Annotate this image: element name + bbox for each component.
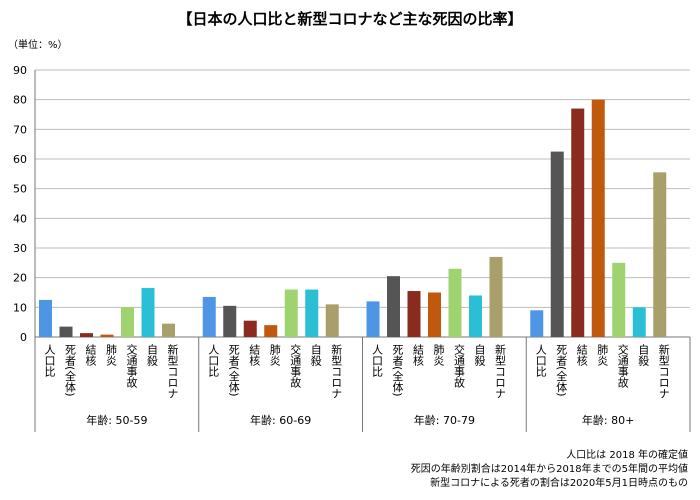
y-tick-label: 50 [13,183,27,196]
category-label: 肺炎 [596,344,609,366]
bar [366,301,380,337]
bar [141,288,155,337]
bar [243,320,257,337]
bar [80,333,93,337]
bar [571,108,585,337]
bar [550,151,564,337]
category-label: 死者(全体) [227,344,240,397]
bar [39,299,52,337]
bar [489,256,503,337]
bar [223,305,237,337]
group-label: 年齢: 70-79 [414,413,475,427]
chart-title: 【日本の人口比と新型コロナなど主な死因の比率】 [177,10,523,28]
category-label: 肺炎 [268,344,281,366]
bar [612,262,626,337]
category-label: 結核 [84,343,97,367]
category-label: 新型コロナ [330,343,343,399]
category-label: 死者(全体) [64,344,77,397]
group-label: 年齢: 60-69 [250,413,311,427]
category-label: 新型コロナ [166,343,179,399]
bar [305,289,319,337]
bar [121,307,134,337]
bar [59,326,73,337]
category-label: 結核 [412,343,425,367]
bar [428,292,441,337]
category-label: 交通事故 [453,343,466,389]
group-label: 年齢: 80+ [582,413,634,427]
bar [202,296,216,337]
bar [407,291,421,337]
category-label: 人口比 [371,344,384,377]
y-tick-label: 40 [13,212,27,225]
bar [448,268,462,337]
group-label: 年齢: 50-59 [86,413,147,427]
category-label: 肺炎 [105,344,118,366]
category-label: 自殺 [473,344,486,366]
bar [162,323,175,337]
category-label: 人口比 [207,344,220,377]
y-tick-label: 30 [13,242,27,255]
category-label: 自殺 [146,344,159,366]
category-label: 自殺 [309,344,322,366]
category-label: 人口比 [43,344,56,377]
category-label: 新型コロナ [494,343,507,399]
y-tick-label: 80 [13,94,27,107]
bar [591,99,605,338]
unit-label: （単位：%） [8,40,68,51]
category-label: 肺炎 [432,344,445,366]
y-tick-label: 10 [13,301,27,314]
footnotes: 人口比は 2018 年の確定値 死因の年齢別割合は2014年から2018年までの… [411,449,688,491]
category-label: 結核 [248,343,261,367]
category-label: 交通事故 [289,343,302,389]
bar [653,172,667,337]
bar [469,295,482,337]
footnote-2: 死因の年齢別割合は2014年から2018年までの5年間の平均値 [410,464,688,475]
category-label: 結核 [575,343,588,367]
footnote-1: 人口比は 2018 年の確定値 [566,450,688,461]
bar [264,325,278,337]
y-tick-label: 70 [13,123,27,136]
y-tick-label: 0 [20,331,27,344]
y-tick-label: 20 [13,272,27,285]
bar [100,334,114,337]
bar [325,304,339,337]
category-label: 新型コロナ [657,343,670,399]
y-tick-label: 60 [13,153,27,166]
category-label: 死者(全体) [555,344,568,397]
bar [632,307,646,337]
bar [284,289,298,337]
category-label: 自殺 [637,344,650,366]
bar [530,310,544,337]
category-label: 死者(全体) [391,344,404,397]
y-tick-label: 90 [13,64,27,77]
bar [387,276,400,337]
footnote-3: 新型コロナによる死者の割合は2020年5月1日時点のもの [430,478,688,489]
category-label: 人口比 [534,344,547,377]
category-label: 交通事故 [616,343,629,389]
category-label: 交通事故 [125,343,138,389]
